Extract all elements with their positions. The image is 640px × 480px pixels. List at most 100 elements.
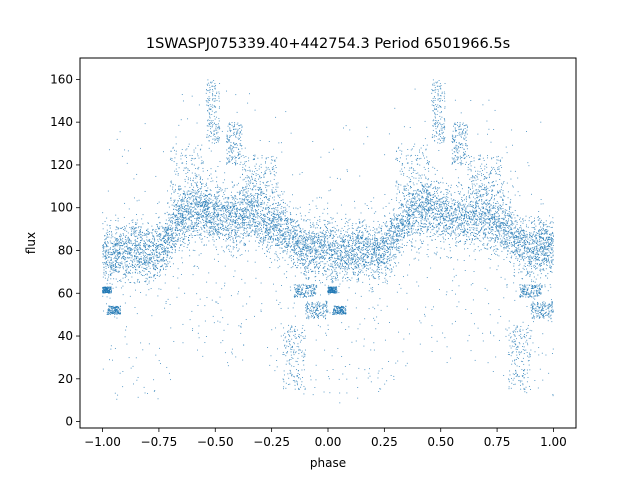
data-point	[372, 306, 374, 308]
data-point	[397, 250, 399, 251]
data-point	[175, 136, 177, 138]
data-point	[417, 208, 419, 210]
data-point	[385, 274, 387, 276]
data-point	[160, 239, 162, 241]
data-point	[136, 260, 138, 261]
data-point	[214, 196, 216, 198]
data-point	[541, 240, 543, 242]
data-point	[236, 198, 238, 200]
data-point	[451, 290, 453, 292]
data-point	[424, 183, 426, 185]
data-point	[208, 240, 210, 242]
data-point	[151, 240, 153, 242]
data-point	[468, 224, 470, 226]
data-point	[415, 202, 417, 204]
data-point	[361, 225, 363, 227]
data-point	[379, 249, 381, 251]
data-point	[271, 218, 273, 220]
data-point	[505, 220, 507, 222]
data-point	[444, 219, 446, 221]
data-point	[279, 230, 281, 232]
data-point	[126, 230, 128, 232]
data-point	[131, 248, 133, 250]
data-point	[439, 199, 441, 201]
data-point	[212, 218, 214, 219]
data-point	[264, 196, 266, 197]
data-point	[438, 224, 440, 226]
data-point	[132, 365, 134, 367]
data-point	[538, 256, 540, 258]
data-point	[129, 295, 131, 297]
data-point	[124, 251, 125, 253]
data-point	[419, 215, 421, 217]
data-point	[517, 229, 519, 230]
data-point	[316, 197, 318, 199]
data-point	[325, 332, 327, 334]
data-point	[104, 235, 106, 237]
data-point	[365, 247, 367, 249]
data-point	[400, 221, 402, 223]
data-point	[450, 235, 452, 237]
data-point	[219, 233, 221, 235]
data-point	[224, 172, 226, 174]
data-point	[400, 219, 402, 221]
data-point	[435, 219, 437, 221]
data-point	[258, 224, 260, 226]
data-point	[379, 388, 381, 390]
data-point	[398, 240, 400, 242]
data-point	[228, 244, 230, 246]
data-point	[375, 256, 377, 258]
data-point	[104, 263, 106, 265]
data-point	[104, 246, 106, 248]
data-point	[430, 231, 432, 233]
data-point	[105, 250, 107, 251]
data-point	[190, 210, 192, 212]
data-point	[395, 238, 397, 240]
data-point	[395, 219, 397, 221]
data-point	[503, 181, 505, 182]
data-point	[526, 392, 528, 394]
data-point	[266, 213, 268, 215]
data-point	[276, 211, 278, 213]
data-point	[428, 211, 429, 213]
data-point	[208, 214, 210, 215]
data-point	[304, 387, 306, 389]
data-point	[371, 275, 373, 277]
data-point	[445, 206, 447, 208]
data-point	[368, 290, 370, 292]
data-point	[492, 234, 494, 236]
data-point	[350, 245, 352, 247]
data-point	[265, 207, 267, 209]
data-point	[480, 217, 482, 219]
data-point	[538, 235, 540, 237]
data-point	[386, 262, 387, 264]
data-point	[187, 206, 189, 208]
data-point	[425, 205, 426, 207]
data-point	[345, 252, 347, 254]
data-point	[256, 200, 258, 202]
data-point	[436, 206, 438, 208]
data-point	[457, 177, 459, 179]
data-point	[109, 359, 110, 361]
data-point	[193, 226, 194, 228]
data-point	[466, 235, 468, 237]
data-point	[264, 253, 266, 254]
data-point	[105, 238, 107, 240]
data-point	[397, 239, 399, 240]
data-point	[412, 220, 414, 222]
data-point	[547, 273, 549, 275]
data-point	[462, 208, 464, 210]
data-point	[105, 265, 107, 267]
data-point	[520, 226, 522, 228]
data-point	[369, 261, 371, 263]
data-point	[365, 254, 367, 256]
data-point	[200, 188, 202, 190]
data-point	[460, 240, 461, 242]
data-point	[423, 209, 425, 211]
data-point	[237, 208, 239, 210]
data-point	[297, 254, 298, 256]
data-point	[273, 207, 275, 209]
data-point	[167, 235, 168, 236]
data-point	[427, 229, 429, 231]
data-point	[117, 271, 119, 273]
